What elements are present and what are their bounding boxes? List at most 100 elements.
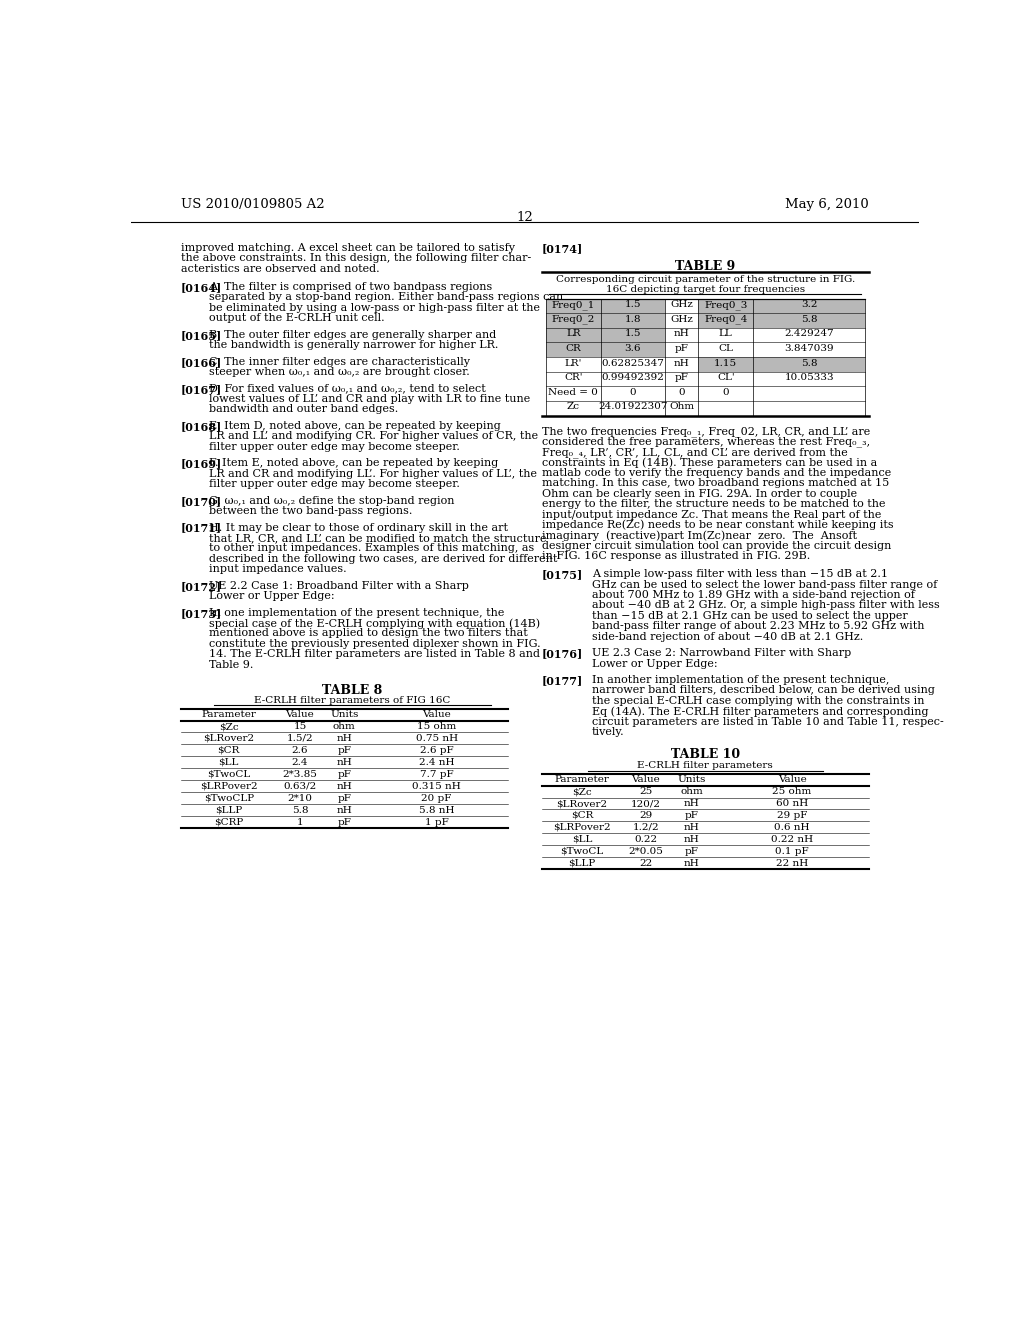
Text: 25: 25 xyxy=(639,787,652,796)
Text: 29 pF: 29 pF xyxy=(777,810,807,820)
Text: 1.5: 1.5 xyxy=(625,300,641,309)
Text: 3.2: 3.2 xyxy=(801,300,817,309)
Text: [0166]: [0166] xyxy=(180,356,222,368)
Text: LR and LL’ and modifying CR. For higher values of CR, the: LR and LL’ and modifying CR. For higher … xyxy=(209,432,539,441)
Text: in FIG. 16C response as illustrated in FIG. 29B.: in FIG. 16C response as illustrated in F… xyxy=(542,552,810,561)
Text: 0.99492392: 0.99492392 xyxy=(601,374,665,383)
Text: nH: nH xyxy=(336,805,352,814)
Text: be eliminated by using a low-pass or high-pass filter at the: be eliminated by using a low-pass or hig… xyxy=(209,302,540,313)
Text: to other input impedances. Examples of this matching, as: to other input impedances. Examples of t… xyxy=(209,544,535,553)
Text: [0169]: [0169] xyxy=(180,458,222,470)
Text: [0173]: [0173] xyxy=(180,607,222,619)
Text: $CRP: $CRP xyxy=(214,817,244,826)
Text: TABLE 10: TABLE 10 xyxy=(671,748,740,762)
Text: The two frequencies Freq₀_₁, Freq_02, LR, CR, and LL’ are: The two frequencies Freq₀_₁, Freq_02, LR… xyxy=(542,426,870,437)
Text: 15: 15 xyxy=(293,722,306,731)
Text: [0167]: [0167] xyxy=(180,384,222,395)
Text: TABLE 9: TABLE 9 xyxy=(675,260,735,273)
Text: 5.8: 5.8 xyxy=(292,805,308,814)
Text: Eq (14A). The E-CRLH filter parameters and corresponding: Eq (14A). The E-CRLH filter parameters a… xyxy=(592,706,929,717)
Text: imaginary  (reactive)part Im(Zc)near  zero.  The  Ansoft: imaginary (reactive)part Im(Zc)near zero… xyxy=(542,531,857,541)
Text: CR: CR xyxy=(565,345,582,352)
Text: narrower band filters, described below, can be derived using: narrower band filters, described below, … xyxy=(592,685,935,696)
Text: $Zc: $Zc xyxy=(572,787,592,796)
Text: 1.2/2: 1.2/2 xyxy=(633,822,659,832)
Text: Ohm: Ohm xyxy=(669,403,694,412)
Text: pF: pF xyxy=(337,770,351,779)
Text: [0175]: [0175] xyxy=(542,569,583,581)
Text: pF: pF xyxy=(685,847,698,855)
Text: 120/2: 120/2 xyxy=(631,799,660,808)
Text: Units: Units xyxy=(678,775,707,784)
Text: filter upper outer edge may become steeper.: filter upper outer edge may become steep… xyxy=(209,442,460,451)
Text: $Zc: $Zc xyxy=(219,722,239,731)
Text: nH: nH xyxy=(336,758,352,767)
Text: 1.15: 1.15 xyxy=(714,359,737,367)
Text: special case of the E-CRLH complying with equation (14B): special case of the E-CRLH complying wit… xyxy=(209,618,541,628)
Text: In one implementation of the present technique, the: In one implementation of the present tec… xyxy=(209,607,505,618)
Text: $LRover2: $LRover2 xyxy=(557,799,607,808)
Text: Table 9.: Table 9. xyxy=(209,660,254,669)
Text: tively.: tively. xyxy=(592,727,625,737)
Text: 2*3.85: 2*3.85 xyxy=(283,770,317,779)
Text: 5.8 nH: 5.8 nH xyxy=(419,805,455,814)
Text: D. For fixed values of ω₀,₁ and ω₀,₂, tend to select: D. For fixed values of ω₀,₁ and ω₀,₂, te… xyxy=(209,384,485,393)
Text: E. Item D, noted above, can be repeated by keeping: E. Item D, noted above, can be repeated … xyxy=(209,421,501,430)
Text: [0174]: [0174] xyxy=(542,243,583,255)
Bar xyxy=(546,327,665,342)
Text: $TwoCL: $TwoCL xyxy=(207,770,250,779)
Text: 2.6 pF: 2.6 pF xyxy=(420,746,454,755)
Text: 2.4 nH: 2.4 nH xyxy=(419,758,455,767)
Text: 20 pF: 20 pF xyxy=(422,793,452,803)
Text: $LL: $LL xyxy=(572,834,592,843)
Text: input/output impedance Zc. That means the Real part of the: input/output impedance Zc. That means th… xyxy=(542,510,881,520)
Text: nH: nH xyxy=(336,734,352,743)
Text: 1.8: 1.8 xyxy=(625,314,641,323)
Text: 14. The E-CRLH filter parameters are listed in Table 8 and: 14. The E-CRLH filter parameters are lis… xyxy=(209,649,540,659)
Text: 3.6: 3.6 xyxy=(625,345,641,352)
Text: CL': CL' xyxy=(717,374,734,383)
Text: nH: nH xyxy=(684,799,699,808)
Text: 1: 1 xyxy=(297,817,303,826)
Text: Value: Value xyxy=(286,710,314,719)
Text: Lower or Upper Edge:: Lower or Upper Edge: xyxy=(592,659,718,668)
Text: 16C depicting target four frequencies: 16C depicting target four frequencies xyxy=(606,285,805,293)
Text: the special E-CRLH case complying with the constraints in: the special E-CRLH case complying with t… xyxy=(592,696,925,706)
Text: $LLP: $LLP xyxy=(568,859,596,867)
Text: pF: pF xyxy=(675,345,688,352)
Text: output of the E-CRLH unit cell.: output of the E-CRLH unit cell. xyxy=(209,313,385,323)
Text: Freq0_1: Freq0_1 xyxy=(552,300,595,310)
Text: E-CRLH filter parameters: E-CRLH filter parameters xyxy=(638,760,773,770)
Text: nH: nH xyxy=(336,781,352,791)
Text: 1.5: 1.5 xyxy=(625,330,641,338)
Text: 2*10: 2*10 xyxy=(288,793,312,803)
Text: 24.01922307: 24.01922307 xyxy=(598,403,668,412)
Text: [0177]: [0177] xyxy=(542,675,583,686)
Text: constraints in Eq (14B). These parameters can be used in a: constraints in Eq (14B). These parameter… xyxy=(542,458,877,469)
Text: 22: 22 xyxy=(639,859,652,867)
Text: [0165]: [0165] xyxy=(180,330,222,341)
Text: designer circuit simulation tool can provide the circuit design: designer circuit simulation tool can pro… xyxy=(542,541,891,550)
Bar xyxy=(546,313,665,327)
Text: Value: Value xyxy=(632,775,660,784)
Text: 0.1 pF: 0.1 pF xyxy=(775,847,809,855)
Text: 25 ohm: 25 ohm xyxy=(772,787,812,796)
Text: pF: pF xyxy=(675,374,688,383)
Text: side-band rejection of about −40 dB at 2.1 GHz.: side-band rejection of about −40 dB at 2… xyxy=(592,631,863,642)
Text: May 6, 2010: May 6, 2010 xyxy=(785,198,869,211)
Text: 0.6 nH: 0.6 nH xyxy=(774,822,810,832)
Text: H. It may be clear to those of ordinary skill in the art: H. It may be clear to those of ordinary … xyxy=(209,523,508,532)
Text: Corresponding circuit parameter of the structure in FIG.: Corresponding circuit parameter of the s… xyxy=(556,275,855,284)
Text: about 700 MHz to 1.89 GHz with a side-band rejection of: about 700 MHz to 1.89 GHz with a side-ba… xyxy=(592,590,914,601)
Text: [0176]: [0176] xyxy=(542,648,583,659)
Text: 1 pF: 1 pF xyxy=(425,817,449,826)
Text: LR and CR and modifying LL’. For higher values of LL’, the: LR and CR and modifying LL’. For higher … xyxy=(209,469,538,479)
Text: Zc: Zc xyxy=(567,403,580,412)
Text: 12: 12 xyxy=(516,211,534,224)
Text: 5.8: 5.8 xyxy=(801,359,817,367)
Text: 0.315 nH: 0.315 nH xyxy=(413,781,461,791)
Text: A. The filter is comprised of two bandpass regions: A. The filter is comprised of two bandpa… xyxy=(209,282,493,292)
Text: GHz can be used to select the lower band-pass filter range of: GHz can be used to select the lower band… xyxy=(592,579,937,590)
Text: 2.6: 2.6 xyxy=(292,746,308,755)
Text: A simple low-pass filter with less than −15 dB at 2.1: A simple low-pass filter with less than … xyxy=(592,569,888,579)
